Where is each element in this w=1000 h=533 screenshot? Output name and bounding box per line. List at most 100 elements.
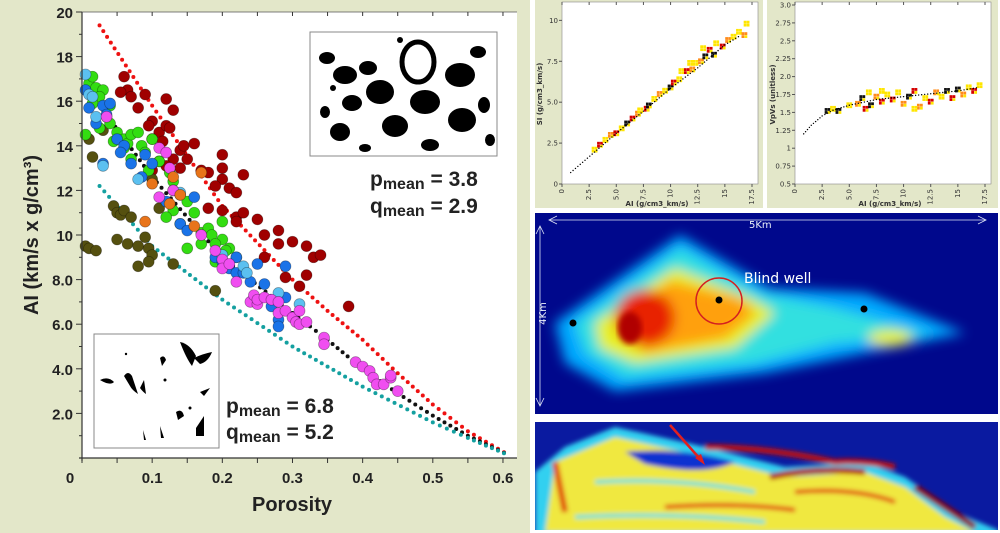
y-tick-label: 4.0: [52, 362, 73, 379]
data-point-series-0: [181, 153, 194, 166]
curve-2-dot: [284, 340, 289, 345]
trend-dot: [869, 100, 872, 102]
data-point-series-5: [209, 244, 222, 257]
trend-dot: [717, 49, 719, 52]
data-point-series-0: [132, 102, 144, 114]
curve-0-dot: [191, 162, 196, 167]
data-cell: [686, 68, 690, 71]
trend-dot: [890, 97, 893, 99]
curve-1-dot: [178, 207, 183, 212]
data-cell: [673, 79, 677, 83]
trend-dot: [598, 147, 600, 150]
data-cell: [868, 105, 871, 109]
trend-dot: [624, 125, 627, 127]
data-cell: [629, 115, 633, 119]
curve-0-dot: [150, 103, 155, 108]
curve-0-dot: [405, 380, 410, 385]
data-cell: [944, 88, 947, 91]
data-point-series-2: [79, 128, 92, 141]
data-point-series-5: [300, 316, 313, 328]
y-tick-label: 2.5: [780, 37, 791, 45]
y-tick-label: 7.5: [547, 58, 558, 66]
curve-0-dot: [360, 337, 365, 342]
curve-2-dot: [107, 194, 112, 199]
y-tick-label: 1.75: [775, 91, 791, 99]
si-vs-ai-panel: 0 2.5 5.0 7.5 10 12.5 15 17.5 0 2.5 5.0 7.5 10 AI (g/…: [535, 0, 763, 208]
data-cell: [965, 84, 969, 88]
data-cell: [701, 58, 704, 62]
trend-dot: [806, 128, 809, 131]
data-cell: [624, 123, 628, 127]
trend-dot: [677, 81, 679, 84]
curve-0-dot: [436, 406, 441, 411]
curve-2-dot: [379, 394, 384, 399]
data-cell: [654, 96, 658, 99]
data-point-series-0: [139, 88, 151, 101]
red-arrow-icon: [669, 424, 705, 465]
trend-dot: [703, 61, 706, 63]
curve-2-dot: [354, 381, 359, 386]
data-cell: [591, 146, 595, 150]
data-cell: [895, 89, 899, 93]
trend-dot: [609, 138, 611, 140]
data-point-series-5: [153, 191, 166, 203]
data-cell: [862, 98, 866, 101]
data-cell: [678, 71, 682, 74]
data-cell: [914, 105, 918, 109]
curve-0-dot: [248, 233, 253, 238]
data-point-series-2: [132, 126, 144, 139]
curve-2-dot: [411, 410, 416, 415]
curve-0-dot: [380, 356, 385, 361]
trend-dot: [911, 94, 914, 97]
trend-dot: [604, 141, 607, 144]
curve-2-dot: [495, 448, 500, 453]
data-point-series-0: [237, 168, 250, 181]
trend-dot: [884, 97, 887, 100]
data-point-series-0: [342, 300, 355, 313]
data-cell: [833, 105, 836, 109]
y-tick-label: 10: [56, 228, 73, 245]
data-cell: [597, 141, 600, 145]
data-cell: [709, 46, 713, 50]
curve-0-dot: [203, 180, 208, 185]
trend-dot: [706, 59, 708, 61]
curve-2-dot: [155, 248, 160, 253]
curve-0-dot: [340, 321, 345, 326]
curve-2-dot: [166, 256, 171, 261]
trend-dot: [651, 102, 654, 105]
data-cell: [736, 28, 739, 32]
y-tick-label: 12: [56, 183, 73, 200]
data-cell: [865, 89, 869, 93]
trend-dot: [951, 90, 953, 93]
data-cell: [700, 48, 704, 52]
data-cell: [670, 87, 674, 91]
x-tick-label: 12.5: [927, 189, 935, 205]
data-cell: [613, 133, 617, 137]
trend-dot: [896, 96, 899, 98]
x-tick-label: 0.6: [493, 470, 514, 487]
data-point-series-4: [132, 173, 144, 186]
curve-2-dot: [97, 183, 102, 188]
trend-dot: [817, 119, 819, 121]
data-point-series-5: [318, 338, 330, 351]
trend-dot: [689, 72, 692, 75]
y-tick-label: 8.0: [52, 273, 73, 290]
data-cell: [702, 53, 706, 57]
data-point-series-0: [174, 162, 187, 174]
curve-0-dot: [315, 299, 320, 304]
curve-1-dot: [401, 395, 406, 400]
data-point-series-4: [97, 160, 109, 172]
data-point-series-5: [384, 369, 397, 382]
y-tick-label: 2.75: [775, 19, 791, 27]
data-point-series-6: [146, 177, 159, 190]
data-cell: [689, 69, 693, 73]
data-cell: [898, 92, 902, 96]
vpvs-vs-ai-panel: 0 2.5 5.0 7.5 10 12.5 15 17.5 0.5 0.75 1 1.25 1.5 1.7…: [767, 0, 998, 208]
trend-dot: [719, 48, 722, 50]
curve-2-dot: [135, 227, 140, 232]
data-cell: [743, 23, 747, 27]
data-cell: [930, 98, 934, 102]
data-cell: [936, 89, 940, 93]
curve-0-dot: [385, 361, 390, 366]
data-cell: [889, 99, 893, 103]
